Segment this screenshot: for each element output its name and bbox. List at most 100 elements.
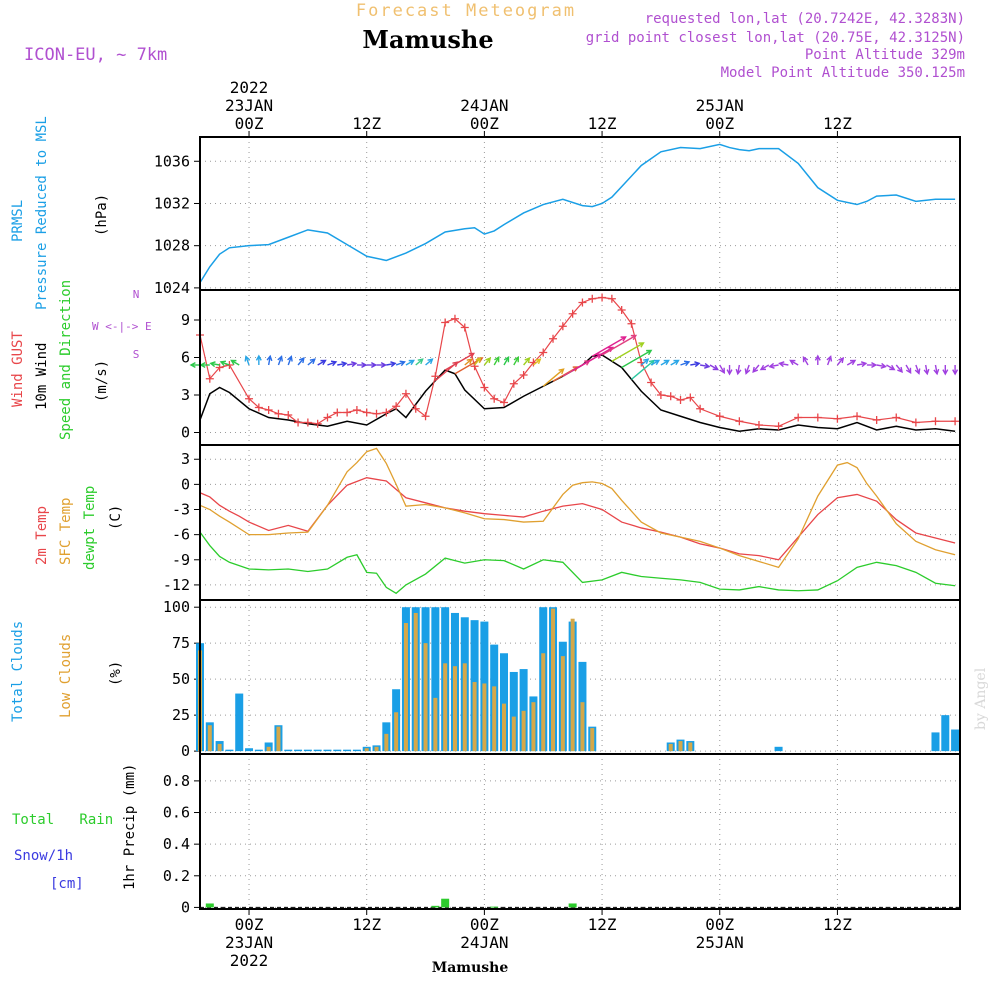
- wind-direction-arrow: [474, 357, 481, 366]
- gust-marker: [715, 412, 724, 421]
- total-cloud-bar: [294, 749, 303, 752]
- rain-label: Total Rain: [12, 812, 113, 828]
- wind-arrow-head: [952, 369, 959, 376]
- low-cloud-bar: [668, 743, 673, 752]
- y-tick-label: 9: [181, 311, 190, 329]
- wind-arrow-head: [905, 367, 912, 375]
- gust-marker: [323, 413, 332, 422]
- total-cloud-bar: [284, 749, 293, 752]
- wind-arrow-head: [390, 361, 397, 368]
- y-tick-label: 1024: [154, 279, 190, 297]
- product-title: Forecast Meteogram: [356, 1, 576, 21]
- point-altitude: Point Altitude 329m: [805, 47, 965, 63]
- wind-arrow-head: [768, 362, 775, 369]
- wind-arrow-head: [735, 368, 742, 376]
- wind-direction-arrow: [745, 364, 750, 374]
- gust-marker: [343, 408, 352, 417]
- low-cloud-bar: [266, 746, 271, 752]
- y-tick-label: 1036: [154, 152, 190, 170]
- wind-direction-arrow: [650, 359, 660, 366]
- wind-arrow-head: [255, 354, 262, 361]
- total-cloud-bar: [313, 749, 322, 752]
- wind-arrow-head: [309, 358, 316, 365]
- low-cloud-bar: [403, 623, 408, 752]
- wind-gust-line: [199, 296, 956, 427]
- wind-direction-arrow: [769, 364, 779, 368]
- wind-direction-arrow: [337, 362, 347, 366]
- gust-marker: [647, 378, 656, 387]
- gust-marker: [450, 314, 459, 323]
- wind-arrow-head: [494, 355, 500, 363]
- wind-direction-arrow: [826, 356, 832, 366]
- pressure-line: [199, 143, 956, 284]
- wind-direction-arrow: [297, 357, 305, 366]
- wind-arrow-head: [408, 359, 415, 366]
- wind-arrow-head: [889, 364, 896, 371]
- requested-coords: requested lon,lat (20.7242E, 42.3283N): [645, 11, 965, 27]
- y-tick-label: 0.2: [163, 867, 190, 885]
- wind-direction-arrow: [611, 342, 644, 362]
- wind-arrow-head: [814, 354, 821, 361]
- gust-marker: [735, 417, 744, 426]
- wind-direction-arrow: [542, 368, 564, 387]
- wind-direction-arrow: [327, 361, 337, 366]
- low-cloud-bar: [482, 683, 487, 752]
- wind-direction-arrow: [386, 362, 396, 366]
- wind-direction-arrow: [760, 364, 770, 371]
- y-tick-label: 50: [172, 670, 190, 688]
- wind-arrow-head: [663, 359, 670, 366]
- wind-arrow-head: [704, 362, 711, 369]
- wind-label: 10m Wind: [34, 343, 50, 410]
- low-cloud-bar: [511, 716, 516, 752]
- low-cloud-bar: [502, 703, 506, 752]
- panel-frame: [199, 753, 961, 910]
- low-cloud-bar: [443, 663, 448, 752]
- wind-arrow-head: [759, 364, 766, 371]
- gust-marker: [813, 413, 822, 422]
- gust-marker: [539, 348, 548, 357]
- gust-marker: [666, 392, 675, 401]
- rain-bar: [568, 903, 577, 908]
- wind-direction-arrow: [886, 364, 895, 371]
- gust-marker: [490, 394, 499, 403]
- y-tick-label: -9: [172, 551, 190, 569]
- y-tick-label: 0: [181, 898, 190, 916]
- wind-arrow-head: [630, 334, 638, 341]
- wind-arrow-head: [503, 355, 510, 363]
- gust-marker: [362, 408, 371, 417]
- temp-unit: (C): [108, 505, 124, 530]
- gust-marker: [333, 408, 342, 417]
- gust-marker: [627, 319, 636, 328]
- gust-marker: [372, 409, 381, 418]
- low-cloud-bar: [423, 643, 428, 752]
- wind-arrow-head: [620, 336, 627, 342]
- gust-marker: [441, 318, 450, 327]
- bottom-time-label: 00Z: [235, 915, 264, 934]
- wind-arrow-head: [778, 361, 785, 368]
- wind-arrow-head: [880, 362, 887, 369]
- low-cloud-bar: [580, 702, 585, 752]
- gust-marker: [549, 334, 558, 343]
- wind-arrow-head: [643, 358, 650, 365]
- wind-arrow-head: [752, 366, 759, 374]
- wind-direction-arrow: [503, 356, 510, 366]
- wind-arrow-head: [850, 359, 857, 366]
- wind-direction-arrow: [231, 359, 240, 366]
- bottom-time-label: 23JAN: [225, 933, 273, 952]
- y-tick-label: 0: [181, 424, 190, 442]
- wind-direction-arrow: [719, 364, 725, 374]
- panel-frame: [199, 289, 961, 446]
- gust-label: Wind GUST: [10, 331, 26, 407]
- gust-marker: [274, 409, 283, 418]
- y-tick-label: 3: [181, 450, 190, 468]
- low-cloud-bar: [472, 682, 477, 752]
- wind-direction-arrow: [591, 336, 626, 357]
- gust-marker: [509, 379, 518, 388]
- gust-marker: [656, 391, 665, 399]
- gust-marker: [607, 294, 616, 303]
- prmsl-label: PRMSL: [10, 200, 26, 242]
- low-cloud-bar: [678, 741, 683, 752]
- top-time-label: 24JAN: [460, 96, 508, 115]
- gust-marker: [411, 404, 420, 413]
- dewpt-label: dewpt Temp: [82, 486, 98, 570]
